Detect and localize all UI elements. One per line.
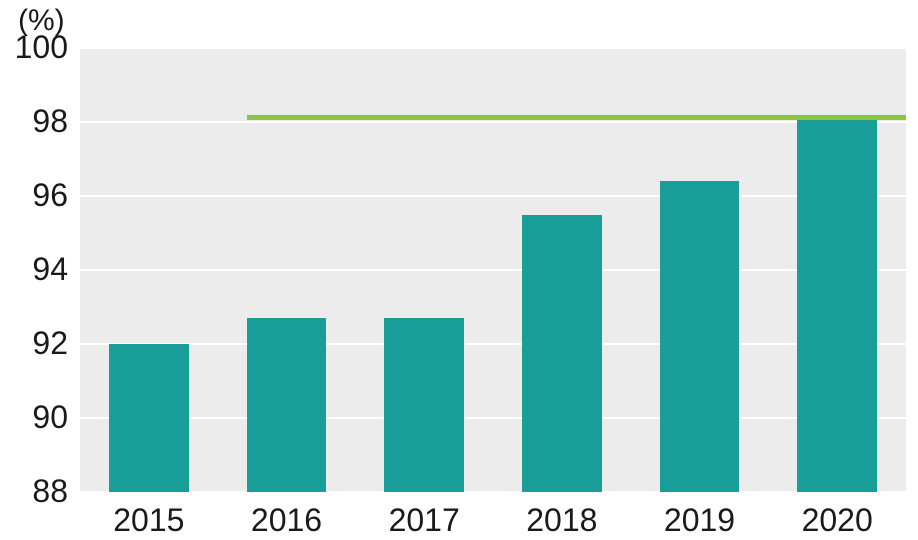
gridline — [80, 417, 906, 419]
bar-chart: (%) 889092949698100201520162017201820192… — [0, 0, 918, 540]
x-tick-label: 2017 — [355, 502, 493, 539]
y-tick-label: 94 — [0, 251, 68, 288]
bar — [109, 344, 189, 492]
bar — [797, 118, 877, 492]
x-tick-label: 2016 — [218, 502, 356, 539]
gridline — [80, 343, 906, 345]
bar — [247, 318, 327, 492]
gridline — [80, 269, 906, 271]
y-tick-label: 92 — [0, 325, 68, 362]
x-tick-label: 2019 — [631, 502, 769, 539]
x-tick-label: 2020 — [768, 502, 906, 539]
bar — [384, 318, 464, 492]
y-tick-label: 90 — [0, 399, 68, 436]
x-tick-label: 2018 — [493, 502, 631, 539]
plot-area — [80, 48, 906, 492]
y-tick-label: 96 — [0, 177, 68, 214]
bar — [522, 215, 602, 493]
y-tick-label: 88 — [0, 473, 68, 510]
gridline — [80, 491, 906, 493]
target-line — [247, 115, 906, 120]
y-tick-label: 100 — [0, 29, 68, 66]
x-tick-label: 2015 — [80, 502, 218, 539]
bar — [660, 181, 740, 492]
gridline — [80, 47, 906, 49]
y-tick-label: 98 — [0, 103, 68, 140]
gridline — [80, 121, 906, 123]
gridline — [80, 195, 906, 197]
